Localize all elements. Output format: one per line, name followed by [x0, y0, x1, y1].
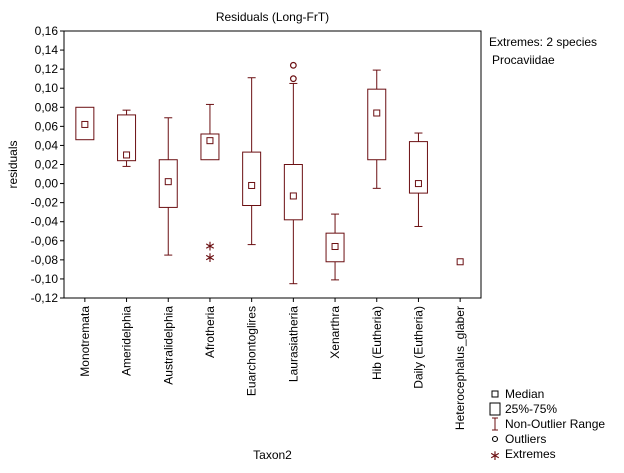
- iqr-box: [117, 114, 137, 162]
- y-tick-label: 0,12: [35, 62, 59, 76]
- outlier-point: [289, 61, 297, 69]
- x-tick-label: Ameridelphia: [120, 306, 134, 376]
- box-group: [158, 117, 178, 256]
- median-marker: [414, 180, 422, 188]
- y-axis-label: residuals: [6, 140, 20, 188]
- annotation-text: Extremes: 2 species: [489, 35, 597, 49]
- median-marker: [456, 258, 464, 266]
- x-tick-label: Monotremata: [78, 306, 92, 377]
- median-marker: [289, 192, 297, 200]
- legend-label: Median: [505, 387, 544, 401]
- box-group: [283, 61, 303, 285]
- x-tick-label: Xenarthra: [328, 306, 342, 359]
- y-tick-label: 0,00: [35, 177, 59, 191]
- x-tick-label: Euarchontoglires: [245, 306, 259, 396]
- median-marker: [331, 243, 339, 251]
- box-group: [75, 106, 95, 141]
- box-group: [408, 132, 428, 227]
- x-tick-label: Heterocephalus_glaber: [453, 306, 467, 430]
- legend-box-icon: [489, 402, 501, 416]
- x-axis-label: Taxon2: [253, 448, 292, 462]
- median-marker: [123, 151, 131, 159]
- legend-outlier-icon: [491, 435, 499, 443]
- legend-extreme-icon: ∗: [489, 447, 501, 463]
- y-tick-label: 0,10: [35, 81, 59, 95]
- y-tick-label: 0,08: [35, 100, 59, 114]
- box-group: [117, 109, 137, 167]
- legend-item: 25%-75%: [489, 402, 557, 416]
- x-tick-label: Hib (Eutheria): [370, 306, 384, 380]
- iqr-box: [242, 151, 262, 207]
- legend-item: ∗ Extremes: [489, 447, 556, 463]
- median-marker: [81, 120, 89, 128]
- box-group: [367, 69, 387, 189]
- y-tick-label: 0,06: [35, 119, 59, 133]
- extreme-point: ∗: [204, 238, 216, 254]
- y-tick-label: 0,02: [35, 158, 59, 172]
- y-tick-label: -0,06: [31, 234, 59, 248]
- legend-median-icon: [491, 390, 499, 398]
- legend-item: Median: [491, 387, 544, 401]
- y-tick-label: -0,12: [31, 291, 59, 305]
- y-tick-label: -0,02: [31, 196, 59, 210]
- legend-label: 25%-75%: [505, 402, 557, 416]
- iqr-box: [408, 141, 428, 194]
- iqr-box: [283, 164, 303, 221]
- box-group: [242, 77, 262, 246]
- y-tick-label: -0,08: [31, 253, 59, 267]
- legend-label: Extremes: [505, 447, 556, 461]
- iqr-box: [200, 133, 220, 161]
- legend-label: Outliers: [505, 432, 546, 446]
- box-group: [325, 213, 345, 281]
- y-tick-label: -0,04: [31, 215, 59, 229]
- box-group: ∗∗: [200, 103, 220, 265]
- x-tick-label: Afrotheria: [203, 306, 217, 358]
- median-marker: [164, 178, 172, 186]
- median-marker: [248, 181, 256, 189]
- y-tick-label: 0,14: [35, 43, 59, 57]
- legend-item: Non-Outlier Range: [492, 417, 605, 431]
- y-tick-label: -0,10: [31, 272, 59, 286]
- median-marker: [373, 109, 381, 117]
- x-tick-label: Laurasiatheria: [286, 306, 300, 382]
- outlier-point: [289, 75, 297, 83]
- box-group: [456, 258, 464, 266]
- median-marker: [206, 137, 214, 145]
- extreme-point: ∗: [204, 249, 216, 265]
- chart-title: Residuals (Long-FrT): [216, 10, 329, 24]
- legend-item: Outliers: [491, 432, 546, 446]
- iqr-box: [367, 88, 387, 161]
- y-tick-label: 0,16: [35, 24, 59, 38]
- legend-label: Non-Outlier Range: [505, 417, 605, 431]
- x-tick-label: Australidelphia: [161, 306, 175, 385]
- x-tick-label: Daily (Eutheria): [411, 306, 425, 389]
- y-tick-label: 0,04: [35, 138, 59, 152]
- annotation-text: Procaviidae: [492, 53, 555, 67]
